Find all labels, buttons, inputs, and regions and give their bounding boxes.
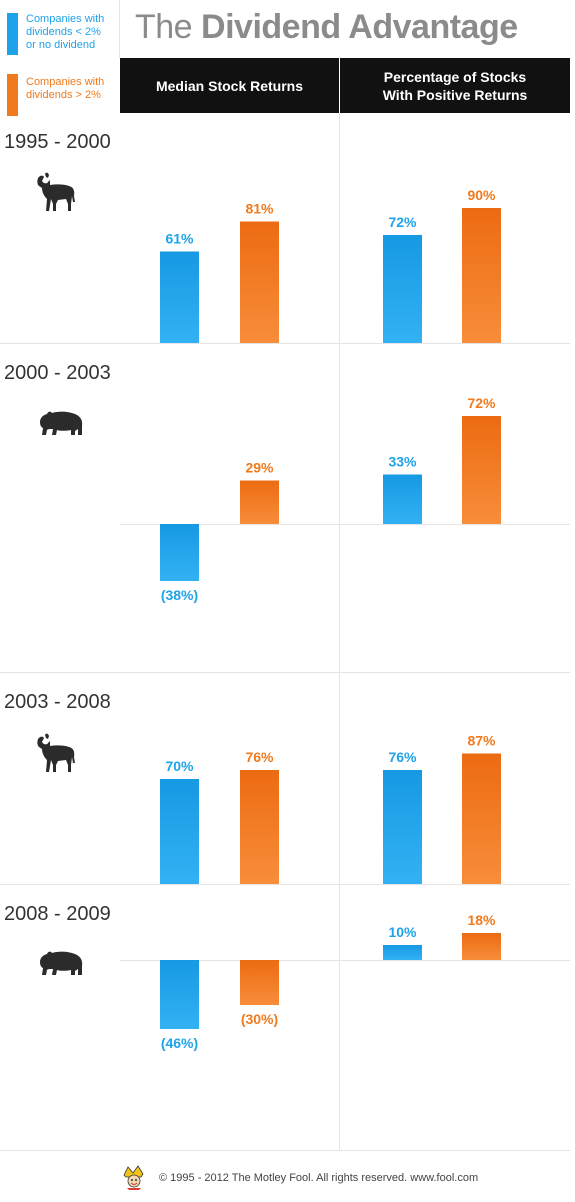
column-header-bar xyxy=(120,58,570,113)
bar xyxy=(240,770,279,884)
copyright-text: © 1995 - 2012 The Motley Fool. All right… xyxy=(159,1172,479,1184)
period-label: 2000 - 2003 xyxy=(4,362,111,384)
bear-icon xyxy=(40,951,83,975)
title-main: Dividend Advantage xyxy=(201,8,518,46)
bar xyxy=(383,235,422,343)
data-label: 72% xyxy=(388,214,417,230)
row-divider xyxy=(0,343,570,344)
legend-line: Companies with xyxy=(26,13,105,25)
legend-label-low: Companies with dividends < 2% or no divi… xyxy=(26,13,104,52)
row-divider xyxy=(0,884,570,885)
period-label: 2008 - 2009 xyxy=(4,903,111,925)
bar xyxy=(462,416,501,524)
legend-label-high: Companies with dividends > 2% xyxy=(26,76,104,102)
header-divider xyxy=(339,58,340,113)
data-label: 61% xyxy=(165,231,194,247)
data-label: 76% xyxy=(388,749,417,765)
data-label: 29% xyxy=(245,460,274,476)
bar xyxy=(383,945,422,960)
bar xyxy=(462,933,501,960)
page-title: The Dividend Advantage xyxy=(135,8,518,47)
bar xyxy=(160,960,199,1029)
period-label: 2003 - 2008 xyxy=(4,691,111,713)
data-label: 81% xyxy=(245,201,274,217)
bar xyxy=(383,770,422,884)
row-divider xyxy=(0,672,570,673)
bar xyxy=(160,524,199,581)
bar xyxy=(240,960,279,1005)
data-label: 33% xyxy=(388,454,417,470)
data-label: (46%) xyxy=(161,1035,198,1051)
bar xyxy=(462,753,501,884)
bar xyxy=(383,474,422,524)
data-label: 18% xyxy=(467,912,496,928)
data-label: 10% xyxy=(388,924,417,940)
legend-line: Companies with xyxy=(26,76,105,88)
data-label: 87% xyxy=(467,733,496,749)
legend-swatch-low xyxy=(7,13,18,55)
legend-line: dividends > 2% xyxy=(26,89,101,101)
bar xyxy=(240,221,279,343)
period-label: 1995 - 2000 xyxy=(4,131,111,153)
left-divider xyxy=(119,0,120,58)
column-header-median: Median Stock Returns xyxy=(155,77,304,94)
bar xyxy=(462,208,501,343)
data-label: 76% xyxy=(245,749,274,765)
title-prefix: The xyxy=(135,8,193,46)
bull-icon xyxy=(37,172,75,211)
row-divider xyxy=(0,1150,570,1151)
data-label: 70% xyxy=(165,758,194,774)
legend-swatch-high xyxy=(7,74,18,116)
data-label: 72% xyxy=(467,395,496,411)
bear-icon xyxy=(40,411,83,435)
legend-line: dividends < 2% xyxy=(26,26,101,38)
data-label: (30%) xyxy=(241,1011,278,1027)
bar xyxy=(160,251,199,343)
column-divider xyxy=(339,113,340,1150)
data-label: (38%) xyxy=(161,587,198,603)
legend-line: or no dividend xyxy=(26,39,96,51)
bar xyxy=(240,480,279,524)
column-header-positive: Percentage of Stocks With Positive Retur… xyxy=(382,68,528,103)
bar xyxy=(160,779,199,884)
bull-icon xyxy=(37,733,75,772)
jester-logo-icon xyxy=(122,1165,146,1190)
data-label: 90% xyxy=(467,187,496,203)
